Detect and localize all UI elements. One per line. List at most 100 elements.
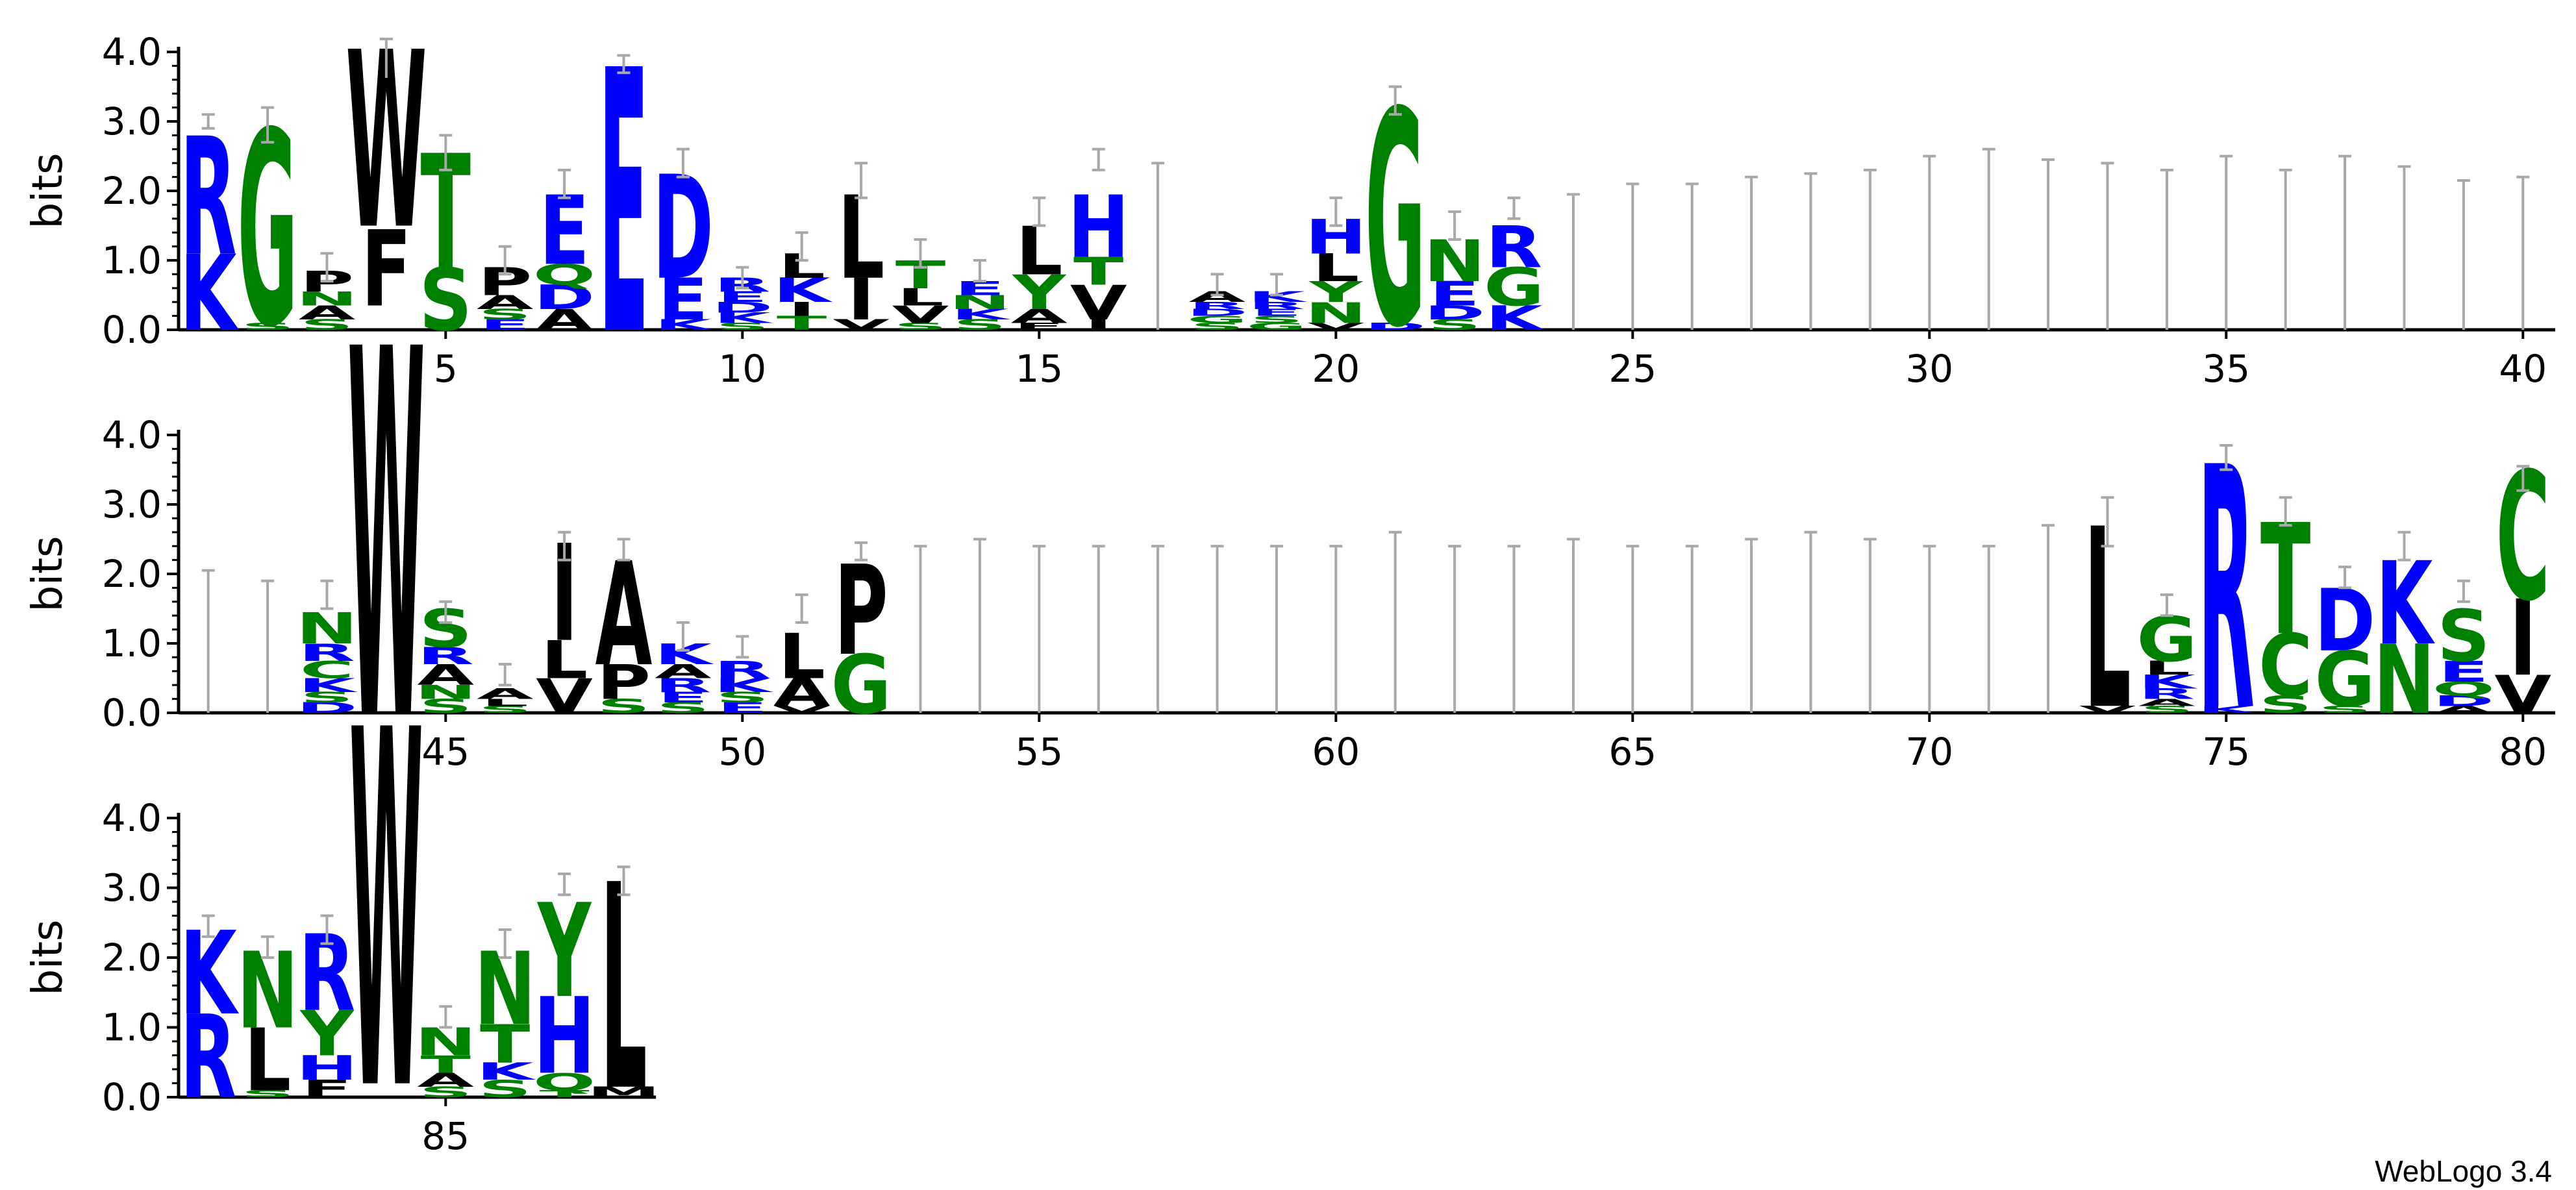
letter-S-pos-50-1: S <box>716 689 769 706</box>
letter-S-pos-19-1: S <box>1250 314 1303 325</box>
letter-V-pos-47-0: V <box>536 669 593 725</box>
logo-column-21: DG <box>1365 50 1426 393</box>
letter-N-pos-3-2-glyph: N <box>296 288 358 310</box>
letter-A-pos-15-1-glyph: A <box>1010 305 1068 327</box>
letter-C-pos-76-1: C <box>2258 617 2312 716</box>
y-tick-label: 2.0 <box>102 936 162 980</box>
letter-A-pos-46-2: A <box>477 686 534 702</box>
letter-V-pos-73-0: V <box>2079 704 2136 715</box>
letter-R-pos-74-2: R <box>2138 686 2195 702</box>
letter-E-pos-79-3-glyph: E <box>2438 655 2488 688</box>
letter-K-pos-75-0: K <box>2197 704 2258 715</box>
letter-R-pos-50-3: R <box>714 656 771 684</box>
letter-L-pos-20-3-glyph: L <box>1312 246 1359 290</box>
letter-R-pos-45-3-glyph: R <box>418 642 474 670</box>
letter-Y-pos-83-2: Y <box>299 998 354 1070</box>
logo-column-48: SPA <box>595 533 653 717</box>
logo-column-24 <box>1566 193 1580 330</box>
letter-L-pos-13-2-glyph: L <box>897 284 944 312</box>
letter-S-pos-85-0-glyph: S <box>419 1084 472 1101</box>
logo-column-81: RK <box>180 908 240 1125</box>
y-tick-label: 0.0 <box>102 691 162 735</box>
letter-K-pos-78-1: K <box>2376 538 2436 670</box>
letter-D-pos-7-1: D <box>534 278 595 317</box>
letter-K-pos-23-0-glyph: K <box>1486 299 1545 338</box>
letter-S-pos-2-0: S <box>241 321 294 332</box>
letter-K-pos-14-1: K <box>951 306 1011 323</box>
letter-L-pos-51-2-glyph: L <box>779 621 825 693</box>
letter-I-pos-16-0: I <box>1085 317 1112 334</box>
letter-K-pos-1-0-glyph: K <box>180 233 240 354</box>
letter-L-pos-82-1-glyph: L <box>244 1011 291 1111</box>
letter-K-pos-9-0-glyph: K <box>655 317 714 334</box>
letter-K-pos-74-3-glyph: K <box>2138 671 2198 693</box>
logo-column-37 <box>2338 155 2352 330</box>
letter-T-pos-85-2: T <box>421 1050 471 1078</box>
letter-A-pos-51-1-glyph: A <box>773 671 831 715</box>
letter-D-pos-18-2-glyph: D <box>1186 307 1247 318</box>
letter-A-pos-6-2-glyph: A <box>477 291 534 314</box>
letter-Q-pos-79-2-glyph: Q <box>2432 678 2495 700</box>
letter-R-pos-1-1-glyph: R <box>180 103 236 292</box>
letter-T-pos-86-2: T <box>480 1014 530 1075</box>
letter-Y-pos-15-2: Y <box>1012 265 1068 321</box>
letter-E-pos-9-1: E <box>658 266 708 332</box>
letter-A-pos-85-1: A <box>417 1069 474 1091</box>
letter-S-pos-10-0: S <box>716 321 769 332</box>
letter-I-pos-12-1-glyph: I <box>847 266 875 332</box>
letter-F-pos-15-0-glyph: F <box>1014 321 1064 332</box>
logo-column-31 <box>1982 147 1995 330</box>
letter-R-pos-43-4: R <box>299 639 355 667</box>
letter-T-pos-85-2-glyph: T <box>421 1050 471 1078</box>
x-tick-label: 5 <box>434 347 458 391</box>
letter-S-pos-14-0: S <box>953 317 1007 334</box>
letter-A-pos-6-2: A <box>477 291 534 314</box>
letter-S-pos-6-1-glyph: S <box>479 306 532 323</box>
letter-F-pos-83-0: F <box>302 1075 352 1103</box>
logo-column-26 <box>1685 182 1699 330</box>
y-axis-label: bits <box>24 536 72 612</box>
logo-column-61 <box>1388 530 1402 713</box>
letter-R-pos-50-3-glyph: R <box>714 656 771 684</box>
letter-L-pos-47-1: L <box>541 630 588 691</box>
logo-column-33 <box>2101 162 2114 330</box>
letter-R-pos-23-2: R <box>1486 214 1542 280</box>
x-tick-label: 65 <box>1608 730 1657 774</box>
letter-S-pos-13-0: S <box>894 321 947 332</box>
letter-K-pos-11-2-glyph: K <box>773 271 832 310</box>
letter-K-pos-75-0-glyph: K <box>2197 704 2258 715</box>
letter-W-pos-84: W <box>349 628 423 1190</box>
letter-S-pos-3-0-glyph: S <box>301 317 354 334</box>
letter-T-pos-86-2-glyph: T <box>480 1014 530 1075</box>
letter-S-pos-46-0: S <box>479 704 532 715</box>
letter-L-pos-74-4: L <box>2144 657 2190 679</box>
letter-S-pos-5-0-glyph: S <box>419 251 472 351</box>
letter-N-pos-45-1-glyph: N <box>415 681 477 703</box>
logo-column-30 <box>1923 155 1936 330</box>
letter-E-pos-79-3: E <box>2438 655 2488 688</box>
letter-D-pos-18-2: D <box>1186 307 1247 318</box>
letter-S-pos-74-0: S <box>2140 704 2194 715</box>
logo-column-55 <box>1032 545 1046 713</box>
letter-S-pos-50-1-glyph: S <box>716 689 769 706</box>
letter-S-pos-74-0-glyph: S <box>2140 704 2194 715</box>
letter-T-pos-16-2-glyph: T <box>1073 250 1124 294</box>
letter-Y-pos-87-3: Y <box>537 877 592 1027</box>
logo-column-46: SLA <box>477 663 534 715</box>
letter-K-pos-9-0: K <box>655 317 714 334</box>
letter-S-pos-49-0-glyph: S <box>657 700 710 717</box>
letter-S-pos-86-0: S <box>479 1075 532 1103</box>
letter-Q-pos-87-1: Q <box>533 1068 595 1096</box>
letter-K-pos-74-3: K <box>2138 671 2198 693</box>
letter-I-pos-12-1: I <box>847 266 875 332</box>
letter-D-pos-43-0: D <box>296 700 357 717</box>
letter-G-pos-19-0-glyph: G <box>1246 321 1307 332</box>
letter-T-pos-16-2: T <box>1073 250 1124 294</box>
letter-M-pos-88-0: M <box>587 1084 660 1101</box>
logo-column-77: SGD <box>2314 565 2375 725</box>
letter-D-pos-79-1: D <box>2433 693 2494 710</box>
